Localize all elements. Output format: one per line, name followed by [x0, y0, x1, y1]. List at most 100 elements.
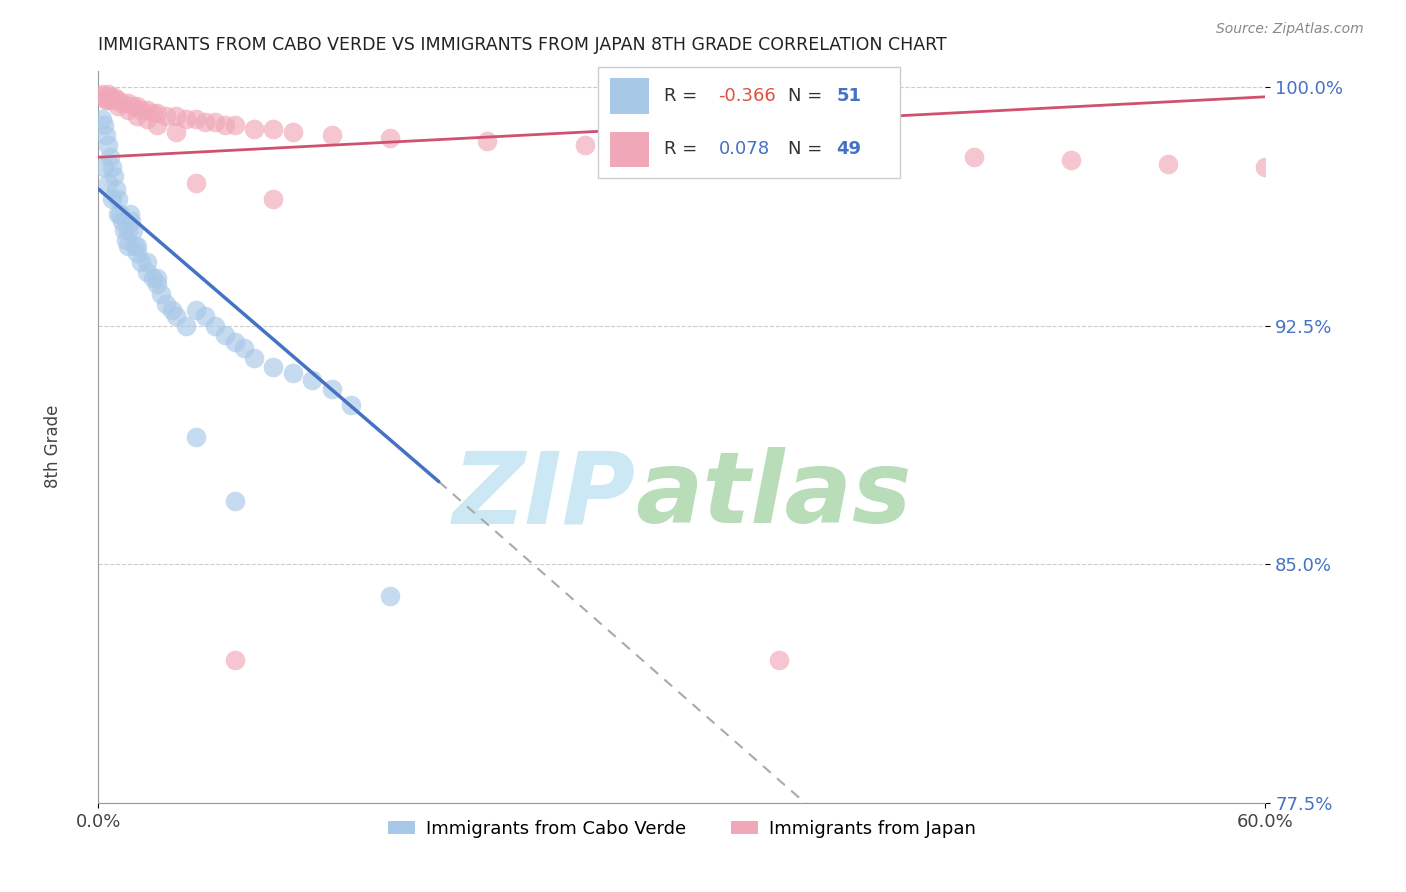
Point	[103, 90, 125, 104]
Point	[117, 103, 139, 117]
FancyBboxPatch shape	[610, 78, 650, 114]
Point	[224, 493, 246, 508]
Point	[121, 214, 143, 228]
Point	[93, 160, 115, 174]
Point	[165, 310, 187, 324]
Point	[93, 90, 115, 104]
Point	[129, 103, 152, 117]
Point	[233, 341, 256, 355]
Point	[117, 223, 139, 237]
Point	[321, 383, 343, 397]
Point	[112, 223, 135, 237]
Point	[174, 112, 197, 126]
Point	[127, 239, 149, 253]
Point	[962, 150, 984, 164]
Legend: Immigrants from Cabo Verde, Immigrants from Japan: Immigrants from Cabo Verde, Immigrants f…	[381, 813, 983, 845]
Point	[671, 141, 693, 155]
Point	[281, 125, 304, 139]
Point	[184, 112, 207, 126]
Point	[127, 245, 149, 260]
Point	[184, 176, 207, 190]
Point	[224, 653, 246, 667]
Point	[243, 351, 266, 365]
Point	[127, 99, 149, 113]
Point	[214, 328, 236, 343]
Point	[97, 87, 120, 101]
Point	[574, 137, 596, 152]
Point	[380, 589, 402, 603]
Point	[114, 233, 136, 247]
Text: N =: N =	[787, 87, 823, 105]
Point	[155, 296, 177, 310]
Point	[98, 90, 121, 104]
FancyBboxPatch shape	[598, 67, 900, 178]
Point	[165, 109, 187, 123]
Point	[122, 223, 145, 237]
Point	[91, 112, 114, 126]
Point	[262, 192, 284, 206]
Point	[97, 176, 120, 190]
Point	[136, 265, 159, 279]
Point	[122, 99, 145, 113]
Point	[174, 318, 197, 333]
Point	[101, 192, 124, 206]
Point	[194, 310, 217, 324]
Point	[97, 137, 120, 152]
Point	[136, 103, 159, 117]
Text: Source: ZipAtlas.com: Source: ZipAtlas.com	[1216, 22, 1364, 37]
Point	[142, 271, 165, 285]
Point	[107, 99, 129, 113]
Point	[321, 128, 343, 142]
Point	[142, 105, 165, 120]
Point	[93, 119, 115, 133]
Point	[118, 207, 141, 221]
Point	[865, 147, 887, 161]
Point	[98, 150, 121, 164]
Point	[146, 119, 169, 133]
Point	[1157, 156, 1180, 170]
Text: 0.078: 0.078	[718, 140, 769, 159]
Point	[107, 192, 129, 206]
Text: ZIP: ZIP	[453, 447, 636, 544]
Point	[108, 207, 131, 221]
Point	[124, 239, 146, 253]
Text: 8th Grade: 8th Grade	[45, 404, 62, 488]
Point	[155, 109, 177, 123]
Point	[117, 96, 139, 111]
Point	[224, 334, 246, 349]
Point	[111, 214, 134, 228]
Point	[136, 255, 159, 269]
Point	[768, 653, 790, 667]
Point	[477, 134, 499, 148]
Point	[97, 93, 120, 107]
Point	[149, 287, 172, 301]
Point	[1060, 153, 1083, 168]
Point	[107, 93, 129, 107]
Text: N =: N =	[787, 140, 823, 159]
FancyBboxPatch shape	[610, 131, 650, 168]
Point	[380, 131, 402, 145]
Point	[101, 93, 124, 107]
Point	[204, 115, 226, 129]
Point	[136, 112, 159, 126]
Point	[340, 398, 363, 412]
Text: -0.366: -0.366	[718, 87, 776, 105]
Point	[281, 367, 304, 381]
Point	[103, 169, 125, 184]
Point	[117, 239, 139, 253]
Point	[224, 119, 246, 133]
Point	[127, 109, 149, 123]
Point	[184, 430, 207, 444]
Point	[243, 121, 266, 136]
Point	[129, 255, 152, 269]
Text: atlas: atlas	[636, 447, 911, 544]
Point	[96, 128, 118, 142]
Point	[1254, 160, 1277, 174]
Point	[301, 373, 323, 387]
Point	[146, 277, 169, 292]
Text: 49: 49	[837, 140, 862, 159]
Point	[107, 207, 129, 221]
Point	[111, 96, 134, 111]
Point	[262, 360, 284, 375]
Point	[165, 125, 187, 139]
